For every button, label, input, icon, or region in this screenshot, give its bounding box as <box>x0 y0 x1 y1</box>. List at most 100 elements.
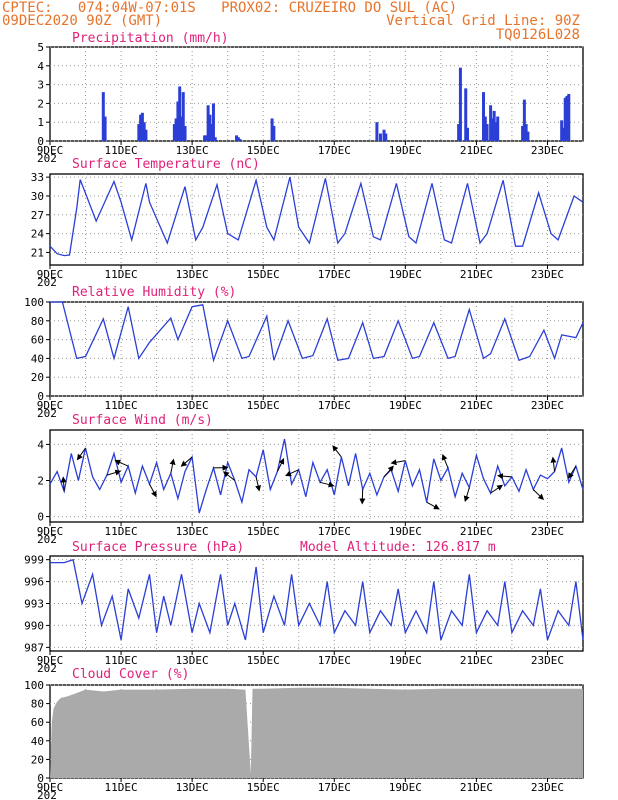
y-tick-label: 100 <box>24 296 44 309</box>
x-tick-label: 11DEC <box>105 268 138 281</box>
y-tick-label: 21 <box>31 246 44 259</box>
wind-vector-arrow <box>383 465 394 478</box>
y-tick-label: 0 <box>37 135 44 148</box>
y-tick-label: 996 <box>24 576 44 589</box>
precip-bar <box>482 92 486 141</box>
x-tick-label: 11DEC <box>105 399 138 412</box>
y-tick-label: 5 <box>37 41 44 54</box>
precip-bar <box>204 135 208 141</box>
precip-bar <box>567 94 571 141</box>
y-tick-label: 4 <box>37 60 44 73</box>
wind-vector-arrow <box>550 456 557 472</box>
y-tick-label: 20 <box>31 753 44 766</box>
x-tick-label: 15DEC <box>247 525 280 538</box>
precip-bar <box>213 137 217 141</box>
model-altitude-annotation: Model Altitude: 126.817 m <box>300 540 496 555</box>
x-tick-label: 13DEC <box>176 144 209 157</box>
precip-bar <box>272 125 276 141</box>
wind-vector-arrow <box>332 445 342 458</box>
panel-title: Surface Wind (m/s) <box>72 413 213 428</box>
y-tick-label: 0 <box>37 390 44 403</box>
wind-vector-arrow <box>276 458 285 472</box>
y-tick-label: 40 <box>31 735 44 748</box>
precip-bar <box>235 135 239 141</box>
wind-vector-arrow <box>490 484 504 494</box>
y-tick-label: 993 <box>24 598 44 611</box>
y-tick-label: 30 <box>31 190 44 203</box>
precip-bar <box>144 129 148 141</box>
precip-bar <box>142 122 146 141</box>
x-tick-label: 9DEC <box>37 525 64 538</box>
x-tick-label: 21DEC <box>460 525 493 538</box>
x-tick-label: 21DEC <box>460 144 493 157</box>
precip-bar <box>563 97 567 141</box>
x-tick-label: 9DEC <box>37 144 64 157</box>
precip-bar <box>270 118 274 141</box>
precip-bar <box>178 86 182 141</box>
y-tick-label: 0 <box>37 511 44 524</box>
x-tick-label: 19DEC <box>389 654 422 667</box>
cloud-cover-area <box>50 687 583 778</box>
precip-bar <box>176 101 180 141</box>
precip-bar <box>521 125 525 141</box>
precip-bar <box>203 135 207 141</box>
precip-bar <box>524 124 528 141</box>
x-tick-label: 13DEC <box>176 399 209 412</box>
y-tick-label: 27 <box>31 209 44 222</box>
x-tick-label: 17DEC <box>318 781 351 794</box>
y-tick-label: 20 <box>31 371 44 384</box>
series-line <box>49 176 584 257</box>
y-tick-label: 40 <box>31 352 44 365</box>
header-line2-left: 09DEC2020 90Z (GMT) <box>2 13 163 29</box>
precip-bar <box>496 116 500 141</box>
x-tick-label: 23DEC <box>531 781 564 794</box>
precip-bar <box>378 133 382 141</box>
panel-title: Relative Humidity (%) <box>72 285 236 300</box>
wind-vector-arrow <box>149 483 157 498</box>
x-tick-label: 17DEC <box>318 525 351 538</box>
precip-bar <box>464 88 468 141</box>
year-stub-label: 202 <box>37 276 57 289</box>
x-tick-label: 17DEC <box>318 144 351 157</box>
panel-title: Surface Pressure (hPa) <box>72 540 244 555</box>
x-tick-label: 15DEC <box>247 654 280 667</box>
wind-vector-arrow <box>532 489 545 500</box>
wind-vector-arrow <box>426 501 440 510</box>
precip-bar <box>181 92 185 141</box>
x-tick-label: 19DEC <box>389 268 422 281</box>
precip-bar <box>140 112 144 141</box>
precip-bar <box>208 114 212 141</box>
precip-bar <box>382 129 386 141</box>
wind-vector-arrow <box>76 447 86 461</box>
y-tick-label: 2 <box>37 475 44 488</box>
precip-bar <box>489 105 493 141</box>
wind-vector-arrow <box>114 459 129 467</box>
x-tick-label: 17DEC <box>318 654 351 667</box>
y-tick-label: 987 <box>24 641 44 654</box>
header-line3-right: TQ0126L028 <box>495 27 580 43</box>
y-tick-label: 999 <box>24 554 44 567</box>
y-tick-label: 0 <box>37 772 44 785</box>
precip-bar <box>206 105 210 141</box>
x-tick-label: 11DEC <box>105 781 138 794</box>
x-tick-label: 23DEC <box>531 144 564 157</box>
x-tick-label: 21DEC <box>460 781 493 794</box>
precip-bar <box>139 114 143 141</box>
x-tick-label: 19DEC <box>389 525 422 538</box>
wind-vector-arrow <box>60 476 67 492</box>
panel-frame <box>49 429 584 523</box>
x-tick-label: 17DEC <box>318 399 351 412</box>
wind-vector-arrow <box>441 453 449 469</box>
x-tick-label: 13DEC <box>176 654 209 667</box>
precip-bar <box>101 92 105 141</box>
x-tick-label: 19DEC <box>389 144 422 157</box>
wind-vector-arrow <box>285 469 299 477</box>
precip-bar <box>384 133 388 141</box>
year-stub-label: 202 <box>37 533 57 546</box>
x-tick-label: 23DEC <box>531 525 564 538</box>
x-tick-label: 9DEC <box>37 399 64 412</box>
y-tick-label: 100 <box>24 679 44 692</box>
x-tick-label: 23DEC <box>531 399 564 412</box>
panel-frame <box>49 46 584 142</box>
